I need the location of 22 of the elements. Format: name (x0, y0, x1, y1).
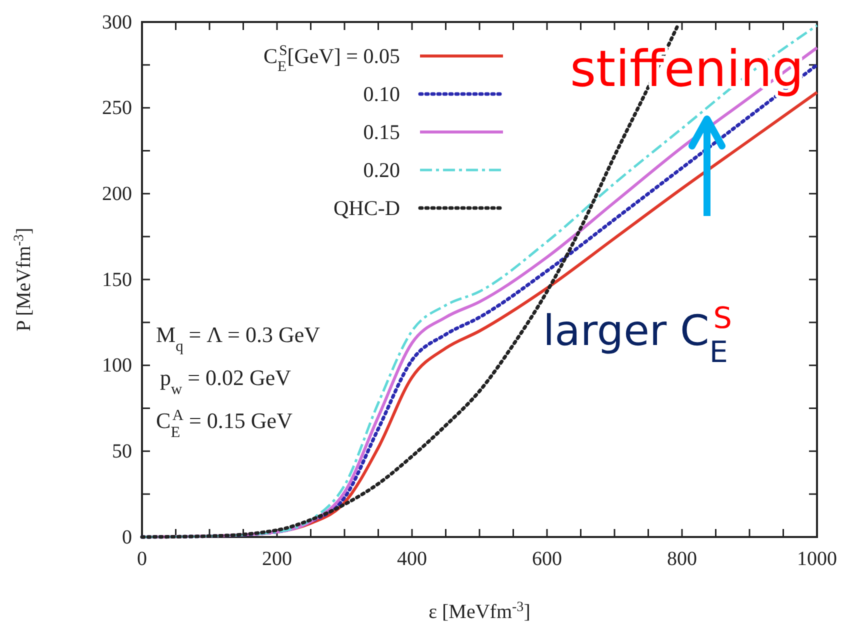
y-tick-label: 200 (102, 183, 132, 206)
y-tick-label: 250 (102, 97, 132, 120)
y-tick-label: 100 (102, 354, 132, 377)
x-tick-label: 200 (262, 548, 292, 570)
x-tick-label: 800 (667, 548, 697, 570)
legend-label: 0.20 (363, 158, 400, 182)
y-tick-label: 150 (102, 268, 132, 291)
y-tick-label: 50 (112, 440, 132, 463)
legend-label: 0.15 (363, 120, 400, 144)
x-tick-label: 1000 (797, 548, 837, 570)
x-tick-label: 400 (397, 548, 427, 570)
y-tick-label: 300 (102, 11, 132, 34)
x-tick-label: 600 (532, 548, 562, 570)
annotation: C$_{E}$$^{A}$ = 0.15 GeV (156, 406, 293, 440)
annotation: p$_{w}$ = 0.02 GeV (160, 365, 292, 398)
legend-label: QHC-D (334, 196, 400, 220)
x-axis-title: ε [MeVfm$^{-3}$] (428, 600, 530, 623)
legend-label: 0.10 (363, 82, 400, 106)
y-tick-label: 0 (122, 526, 132, 548)
annotation: M$_{q}$ = Λ = 0.3 GeV (156, 322, 320, 354)
x-tick-label: 0 (137, 548, 147, 570)
legend-label: C$_{E}$$^{S}$[GeV] = 0.05 (263, 43, 400, 75)
